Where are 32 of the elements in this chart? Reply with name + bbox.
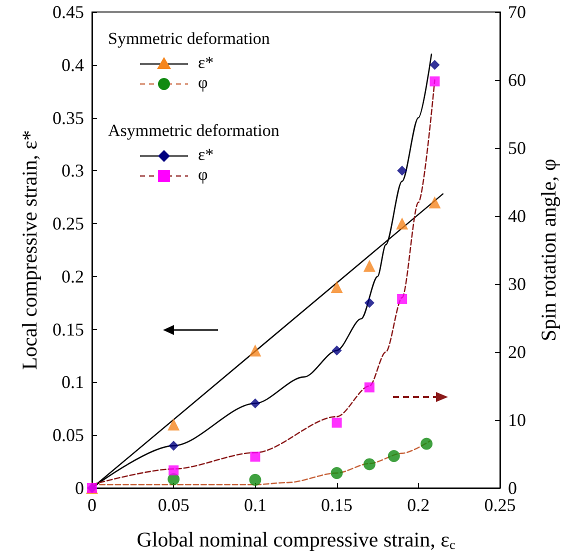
y2-tick-label: 20 — [508, 342, 526, 362]
y2-tick-label: 70 — [508, 2, 526, 22]
y-tick-label: 0.25 — [52, 214, 84, 234]
x-tick-label: 0.05 — [158, 495, 190, 515]
y2-tick-label: 30 — [508, 274, 526, 294]
x-tick-label: 0 — [88, 495, 96, 515]
y2-tick-label: 50 — [508, 138, 526, 158]
y-tick-label: 0.3 — [62, 160, 84, 181]
x-tick-label: 0.1 — [244, 495, 266, 515]
y2-tick-label: 0 — [508, 478, 517, 498]
y2-tick-label: 60 — [508, 70, 526, 90]
y-tick-label: 0.35 — [52, 108, 84, 128]
y-tick-label: 0 — [75, 478, 84, 498]
y-tick-label: 0.45 — [52, 2, 84, 22]
x-tick-label: 0.15 — [321, 495, 353, 515]
y-tick-label: 0.2 — [62, 266, 84, 286]
y2-tick-label: 40 — [508, 206, 526, 226]
legend-label: φ — [198, 165, 208, 184]
annotation: Symmetric deformation — [108, 29, 270, 48]
x-tick-label: 0.25 — [484, 495, 516, 515]
y-axis-title: Local compressive strain, ε* — [18, 130, 42, 370]
y-tick-label: 0.05 — [52, 425, 84, 446]
y2-axis-title: Spin rotation angle, φ — [536, 158, 560, 342]
legend-label: φ — [198, 73, 208, 92]
x-tick-label: 0.2 — [407, 495, 430, 515]
annotation: Asymmetric deformation — [108, 121, 280, 140]
y-tick-label: 0.4 — [62, 54, 84, 75]
y-tick-label: 0.15 — [52, 319, 84, 340]
y2-tick-label: 10 — [508, 410, 526, 430]
legend-label: ε* — [198, 145, 214, 164]
legend-label: ε* — [198, 53, 214, 72]
y-tick-label: 0.1 — [62, 372, 84, 392]
